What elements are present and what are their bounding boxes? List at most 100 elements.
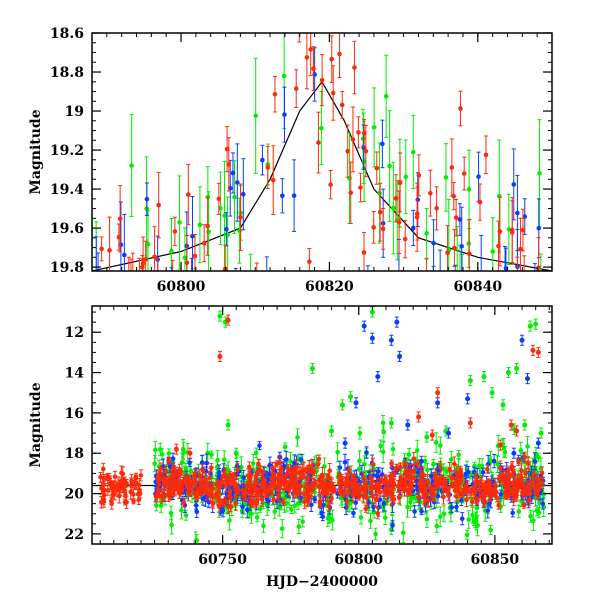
data-point <box>394 319 400 325</box>
y-tick-label: 18.8 <box>50 65 84 81</box>
data-point <box>496 325 501 330</box>
data-point <box>538 430 544 436</box>
data-point <box>319 125 324 131</box>
data-point <box>343 505 349 510</box>
data-point <box>96 284 101 289</box>
data-point <box>270 177 276 183</box>
data-point <box>435 493 441 499</box>
data-point <box>431 461 436 467</box>
data-point <box>489 390 495 396</box>
data-point <box>205 223 210 229</box>
data-point <box>416 173 422 178</box>
data-point <box>233 450 239 456</box>
data-point <box>358 515 364 520</box>
data-point <box>124 285 129 290</box>
data-point <box>443 175 449 180</box>
data-point <box>264 502 270 508</box>
data-point <box>537 170 542 176</box>
data-point <box>361 323 367 329</box>
data-point <box>422 458 428 464</box>
data-point <box>475 523 480 528</box>
data-point <box>254 278 259 283</box>
data-point <box>289 507 294 512</box>
data-point <box>388 420 394 426</box>
data-point <box>458 498 464 503</box>
data-point <box>465 469 471 475</box>
data-point <box>99 246 104 252</box>
data-point <box>244 507 250 513</box>
data-point <box>476 174 481 179</box>
data-point <box>221 457 227 462</box>
data-point <box>338 495 344 501</box>
data-point <box>522 275 527 280</box>
data-point <box>335 449 340 455</box>
data-point <box>218 206 223 211</box>
data-point <box>535 440 541 446</box>
data-point <box>122 252 127 258</box>
data-point <box>530 479 536 485</box>
data-point <box>496 193 502 199</box>
series-0 <box>152 306 547 544</box>
data-point <box>183 488 188 493</box>
data-point <box>476 463 482 469</box>
data-point <box>209 452 214 457</box>
data-point <box>145 241 151 247</box>
data-point <box>159 452 165 457</box>
data-point <box>320 514 326 519</box>
data-point <box>241 191 246 197</box>
data-point <box>404 351 409 356</box>
data-point <box>130 275 135 280</box>
data-point <box>470 512 475 518</box>
data-point <box>272 91 278 97</box>
data-point <box>383 93 389 99</box>
data-point <box>542 293 547 298</box>
series-0 <box>94 33 543 325</box>
data-point <box>279 526 285 531</box>
data-point <box>500 402 506 408</box>
data-point <box>531 518 536 524</box>
data-point <box>206 229 211 235</box>
data-point <box>361 130 367 136</box>
data-point <box>128 489 133 495</box>
data-point <box>112 484 118 489</box>
data-point <box>465 396 471 402</box>
data-point <box>368 518 373 524</box>
data-point <box>288 459 293 464</box>
data-point <box>533 321 539 327</box>
top-plot-data <box>92 33 552 356</box>
data-point <box>307 259 312 265</box>
data-point <box>522 422 528 428</box>
data-point <box>414 448 420 453</box>
data-point <box>222 213 227 218</box>
data-point <box>366 293 371 298</box>
data-point <box>356 130 361 135</box>
data-point <box>533 292 538 297</box>
data-point <box>454 504 459 510</box>
data-point <box>282 112 287 117</box>
data-point <box>498 465 503 471</box>
data-point <box>133 481 138 487</box>
data-point <box>380 141 385 147</box>
data-point <box>304 55 310 60</box>
data-point <box>525 444 530 449</box>
data-point <box>375 374 381 380</box>
data-point <box>257 443 262 448</box>
data-point <box>94 273 99 278</box>
data-point <box>190 320 195 325</box>
data-point <box>216 470 222 475</box>
data-point <box>265 165 271 170</box>
data-point <box>184 260 190 266</box>
data-point <box>295 435 300 440</box>
data-point <box>445 250 450 256</box>
data-point <box>235 180 240 185</box>
data-point <box>361 250 367 255</box>
data-point <box>101 487 107 493</box>
data-point <box>291 193 297 198</box>
data-point <box>424 516 430 522</box>
data-point <box>509 230 515 235</box>
data-point <box>272 509 278 514</box>
data-point <box>281 73 287 79</box>
data-point <box>400 530 406 536</box>
data-point <box>358 185 363 190</box>
data-point <box>122 488 127 493</box>
